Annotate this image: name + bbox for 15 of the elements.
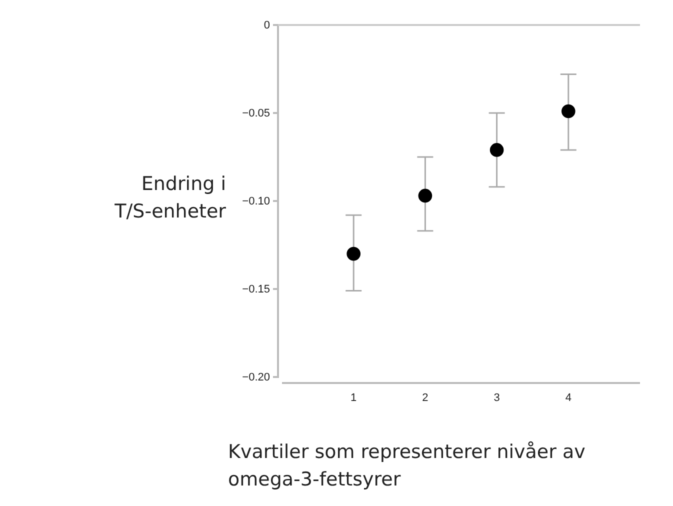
- y-tick-label: 0: [264, 20, 270, 32]
- y-axis-title: Endring i T/S-enheter: [114, 173, 226, 223]
- x-tick-label: 3: [494, 392, 500, 404]
- x-tick-label: 2: [422, 392, 428, 404]
- y-tick-label: −0.20: [242, 372, 270, 384]
- point: [490, 143, 504, 157]
- x-tick-label: 4: [565, 392, 572, 404]
- point: [561, 104, 576, 118]
- y-tick-label: −0.05: [242, 108, 270, 120]
- y-tick-label: −0.15: [242, 284, 270, 296]
- x-tick-label: 1: [350, 392, 357, 404]
- point: [346, 246, 361, 261]
- x-axis-title: Kvartiler som representerer nivåer av omega-3-fettsyrer: [228, 441, 586, 491]
- y-tick-label: −0.10: [242, 196, 270, 208]
- point: [418, 188, 432, 203]
